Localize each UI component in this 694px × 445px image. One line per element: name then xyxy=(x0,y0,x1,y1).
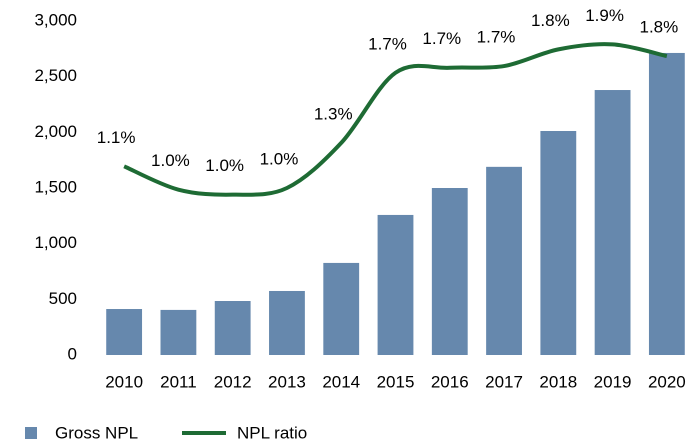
bar xyxy=(594,90,631,355)
y-tick-label: 0 xyxy=(68,344,77,363)
x-tick-label: 2015 xyxy=(377,372,415,391)
data-label: 1.7% xyxy=(368,34,407,53)
legend-label: NPL ratio xyxy=(237,423,307,442)
x-tick-label: 2011 xyxy=(160,372,197,391)
bar xyxy=(431,188,468,355)
bar xyxy=(323,262,360,355)
bar xyxy=(160,309,197,355)
y-tick-label: 1,000 xyxy=(34,233,77,252)
data-label: 1.3% xyxy=(314,104,353,123)
data-label: 1.7% xyxy=(422,29,461,48)
bar xyxy=(648,52,685,355)
bar xyxy=(214,301,251,355)
x-tick-label: 2020 xyxy=(648,372,686,391)
y-tick-label: 500 xyxy=(49,289,77,308)
data-label: 1.8% xyxy=(531,11,570,30)
bar xyxy=(377,214,414,355)
y-tick-label: 2,500 xyxy=(34,66,77,85)
bar xyxy=(269,290,305,355)
x-tick-label: 2019 xyxy=(594,372,632,391)
data-label: 1.7% xyxy=(477,28,516,47)
y-tick-label: 1,500 xyxy=(34,177,77,196)
x-tick-label: 2012 xyxy=(214,372,252,391)
y-tick-label: 2,000 xyxy=(34,122,77,141)
data-label: 1.0% xyxy=(205,156,244,175)
legend-swatch xyxy=(25,427,37,439)
x-tick-label: 2018 xyxy=(539,372,577,391)
x-tick-label: 2017 xyxy=(485,372,523,391)
legend-label: Gross NPL xyxy=(55,423,138,442)
data-label: 1.0% xyxy=(151,151,190,170)
y-tick-label: 3,000 xyxy=(34,10,77,29)
x-tick-label: 2013 xyxy=(268,372,306,391)
bar xyxy=(540,130,577,355)
data-label: 1.8% xyxy=(639,18,678,37)
data-label: 1.1% xyxy=(97,128,136,147)
x-tick-label: 2014 xyxy=(322,372,360,391)
data-label: 1.0% xyxy=(260,149,299,168)
x-tick-label: 2016 xyxy=(431,372,469,391)
x-tick-label: 2010 xyxy=(105,372,143,391)
line xyxy=(123,42,668,197)
bar xyxy=(486,166,522,355)
data-label: 1.9% xyxy=(585,6,624,25)
bar xyxy=(106,309,143,355)
